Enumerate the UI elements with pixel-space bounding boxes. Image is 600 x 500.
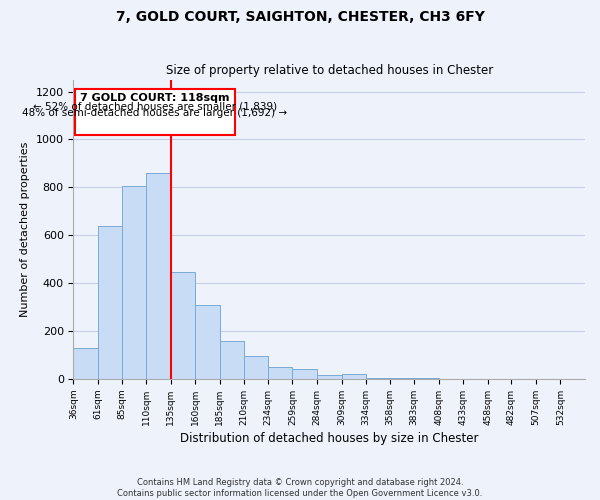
Text: 7 GOLD COURT: 118sqm: 7 GOLD COURT: 118sqm [80, 94, 230, 104]
Bar [268, 366, 292, 379]
Bar [244, 356, 268, 379]
Bar [220, 341, 244, 379]
Bar [170, 272, 195, 379]
Bar [292, 369, 317, 379]
Bar [146, 173, 170, 379]
Text: 48% of semi-detached houses are larger (1,692) →: 48% of semi-detached houses are larger (… [22, 108, 287, 118]
Bar [195, 304, 220, 379]
Bar [73, 348, 98, 379]
Bar [122, 186, 146, 379]
Bar [341, 374, 366, 379]
Title: Size of property relative to detached houses in Chester: Size of property relative to detached ho… [166, 64, 493, 77]
Bar [317, 376, 341, 379]
Text: ← 52% of detached houses are smaller (1,839): ← 52% of detached houses are smaller (1,… [33, 101, 277, 111]
Bar [98, 226, 122, 379]
Text: Contains HM Land Registry data © Crown copyright and database right 2024.
Contai: Contains HM Land Registry data © Crown c… [118, 478, 482, 498]
Y-axis label: Number of detached properties: Number of detached properties [20, 142, 30, 317]
Bar [366, 378, 389, 379]
Text: 7, GOLD COURT, SAIGHTON, CHESTER, CH3 6FY: 7, GOLD COURT, SAIGHTON, CHESTER, CH3 6F… [116, 10, 484, 24]
Bar [389, 378, 414, 379]
FancyBboxPatch shape [75, 89, 235, 134]
X-axis label: Distribution of detached houses by size in Chester: Distribution of detached houses by size … [180, 432, 478, 445]
